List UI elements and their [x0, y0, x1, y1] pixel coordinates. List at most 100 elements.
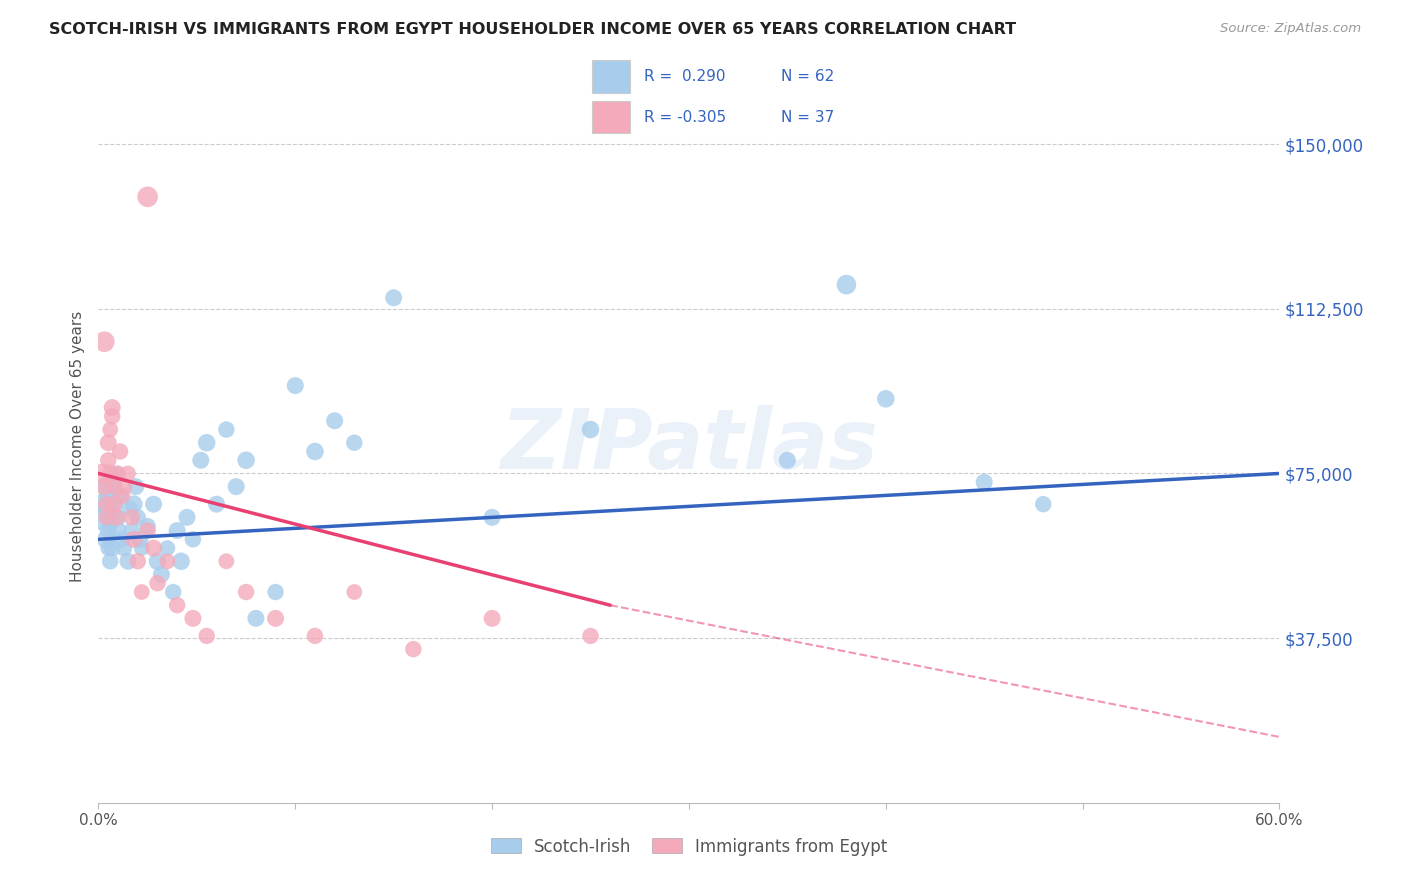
Point	[835, 277, 858, 292]
Point	[121, 524, 143, 538]
Point	[1032, 497, 1054, 511]
Point	[101, 409, 124, 424]
Point	[97, 541, 120, 555]
Point	[117, 467, 139, 481]
Point	[101, 401, 124, 415]
Point	[111, 488, 134, 502]
Text: N = 62: N = 62	[780, 69, 834, 84]
Point	[323, 414, 346, 428]
Point	[142, 541, 165, 555]
Point	[107, 524, 129, 538]
Point	[111, 533, 134, 547]
Point	[96, 533, 118, 547]
Text: N = 37: N = 37	[780, 110, 834, 125]
Point	[112, 480, 135, 494]
Point	[245, 611, 267, 625]
Point	[136, 519, 159, 533]
Point	[170, 554, 193, 568]
Point	[122, 533, 145, 547]
Point	[579, 423, 602, 437]
Point	[304, 629, 326, 643]
Point	[91, 510, 114, 524]
Point	[96, 510, 118, 524]
Point	[264, 611, 287, 625]
Point	[142, 497, 165, 511]
Point	[343, 435, 366, 450]
Point	[181, 533, 204, 547]
Point	[96, 480, 118, 494]
Point	[146, 554, 169, 568]
Point	[117, 554, 139, 568]
Point	[181, 611, 204, 625]
Point	[112, 541, 135, 555]
Point	[205, 497, 228, 511]
Point	[127, 510, 149, 524]
Point	[98, 515, 121, 529]
Point	[215, 423, 238, 437]
Point	[128, 533, 150, 547]
Point	[481, 611, 503, 625]
Text: R = -0.305: R = -0.305	[644, 110, 725, 125]
Point	[101, 506, 124, 520]
Point	[91, 467, 114, 481]
Point	[93, 497, 115, 511]
Legend: Scotch-Irish, Immigrants from Egypt: Scotch-Irish, Immigrants from Egypt	[484, 831, 894, 863]
Point	[103, 480, 125, 494]
Point	[131, 541, 153, 555]
Text: R =  0.290: R = 0.290	[644, 69, 725, 84]
Point	[156, 554, 179, 568]
Point	[304, 444, 326, 458]
Point	[195, 629, 218, 643]
Point	[579, 629, 602, 643]
Point	[150, 567, 173, 582]
Point	[190, 453, 212, 467]
Point	[122, 497, 145, 511]
Point	[96, 497, 118, 511]
Point	[215, 554, 238, 568]
Point	[103, 480, 125, 494]
Point	[136, 190, 159, 204]
Point	[93, 334, 115, 349]
Point	[105, 510, 128, 524]
Point	[97, 488, 120, 502]
Point	[776, 453, 799, 467]
Point	[101, 541, 124, 555]
Point	[93, 480, 115, 494]
Point	[156, 541, 179, 555]
Point	[146, 576, 169, 591]
Point	[382, 291, 405, 305]
Point	[235, 585, 257, 599]
Point	[162, 585, 184, 599]
Point	[235, 453, 257, 467]
Point	[166, 524, 188, 538]
Y-axis label: Householder Income Over 65 years: Householder Income Over 65 years	[69, 310, 84, 582]
Point	[103, 497, 125, 511]
Point	[98, 467, 121, 481]
Text: SCOTCH-IRISH VS IMMIGRANTS FROM EGYPT HOUSEHOLDER INCOME OVER 65 YEARS CORRELATI: SCOTCH-IRISH VS IMMIGRANTS FROM EGYPT HO…	[49, 22, 1017, 37]
FancyBboxPatch shape	[592, 101, 630, 133]
Point	[125, 480, 148, 494]
Point	[131, 585, 153, 599]
Point	[195, 435, 218, 450]
Point	[98, 423, 121, 437]
Point	[127, 554, 149, 568]
Point	[97, 435, 120, 450]
Point	[97, 524, 120, 538]
Point	[166, 598, 188, 612]
Point	[284, 378, 307, 392]
Point	[118, 501, 141, 516]
Point	[225, 480, 247, 494]
Text: ZIPatlas: ZIPatlas	[501, 406, 877, 486]
Point	[107, 467, 129, 481]
Point	[103, 497, 125, 511]
Point	[264, 585, 287, 599]
Point	[402, 642, 425, 657]
Point	[108, 444, 131, 458]
Point	[98, 554, 121, 568]
Point	[121, 510, 143, 524]
Point	[107, 510, 129, 524]
Point	[343, 585, 366, 599]
Point	[97, 453, 120, 467]
Point	[108, 488, 131, 502]
Point	[481, 510, 503, 524]
